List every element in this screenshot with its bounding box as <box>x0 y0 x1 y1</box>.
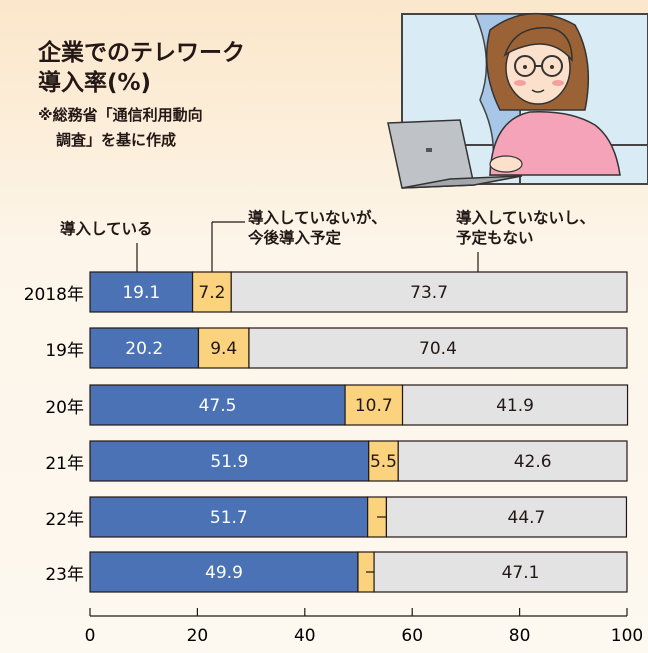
source-note-line-1: ※総務省「通信利用動向 <box>38 106 203 124</box>
value-label: 10.7 <box>355 396 393 416</box>
category-label: 19年 <box>45 341 84 361</box>
value-label: 51.7 <box>210 508 248 528</box>
bar-segment <box>373 551 628 593</box>
source-note: ※総務省「通信利用動向 調査」を基に作成 <box>38 103 203 153</box>
chart-title: 企業でのテレワーク 導入率(%) <box>38 38 245 98</box>
x-tick-label: 100 <box>611 626 643 646</box>
category-label: 2018年 <box>24 285 84 305</box>
bar-segment <box>344 384 404 426</box>
legend-none-line-1: 導入していないし、 <box>456 209 596 227</box>
value-label: 47.1 <box>502 563 540 583</box>
value-label: 49.9 <box>205 563 243 583</box>
bar-segment <box>89 496 369 538</box>
category-label: 22年 <box>45 510 84 530</box>
woman-with-laptop-illustration <box>387 13 648 189</box>
legend-none-line-2: 予定もない <box>456 229 534 247</box>
bar-segment <box>89 384 346 426</box>
category-label: 21年 <box>45 454 84 474</box>
legend-planned-label: 導入していないが、 今後導入予定 <box>248 208 387 248</box>
bar-segment <box>368 440 399 482</box>
value-label: 73.7 <box>410 283 448 303</box>
title-line-1: 企業でのテレワーク <box>38 40 245 66</box>
bar-segment <box>89 551 359 593</box>
x-tick-label: 60 <box>401 626 423 646</box>
value-label: 51.9 <box>210 452 248 472</box>
bar-segment <box>397 440 628 482</box>
legend-introduced-label: 導入している <box>60 219 153 239</box>
bar-segment <box>385 496 628 538</box>
value-label: 42.6 <box>514 452 552 472</box>
bar-segment <box>89 440 370 482</box>
category-label: 23年 <box>45 565 84 585</box>
x-tick-label: 20 <box>187 626 209 646</box>
category-label: 20年 <box>45 398 84 418</box>
bar-segment <box>401 384 629 426</box>
value-label: 9.4 <box>210 339 237 359</box>
value-label: 5.5 <box>370 452 397 472</box>
value-label: 47.5 <box>199 396 237 416</box>
bar-segment <box>248 327 628 369</box>
x-tick-label: 40 <box>294 626 316 646</box>
x-tick-label: 0 <box>85 626 96 646</box>
legend-introduced-text: 導入している <box>60 220 153 238</box>
x-tick-label: 80 <box>509 626 531 646</box>
legend-planned-line-1: 導入していないが、 <box>248 209 387 227</box>
bar-segment <box>230 271 628 313</box>
value-label: 70.4 <box>419 339 457 359</box>
source-note-line-2: 調査」を基に作成 <box>56 131 177 149</box>
bar-segment <box>197 327 250 369</box>
value-label: 7.2 <box>198 283 225 303</box>
legend-planned-line-2: 今後導入予定 <box>248 229 342 247</box>
value-label: 41.9 <box>496 396 534 416</box>
legend-none-label: 導入していないし、 予定もない <box>456 208 595 248</box>
value-label: 44.7 <box>508 508 546 528</box>
bar-segment <box>89 327 200 369</box>
title-line-2: 導入率(%) <box>38 70 152 96</box>
value-label: 20.2 <box>125 339 163 359</box>
value-label: 19.1 <box>122 283 160 303</box>
